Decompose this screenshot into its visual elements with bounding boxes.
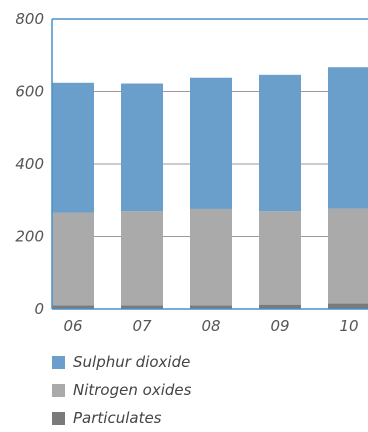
legend-swatch-particulates — [52, 411, 65, 425]
bar-nitrogen-oxides-10 — [328, 208, 368, 304]
y-tick-label-400: 400 — [15, 155, 44, 173]
x-tick-labels: 06 07 08 09 10 — [63, 317, 358, 335]
y-tick-labels: 0 200 400 600 800 — [15, 10, 44, 318]
legend-swatch-nitrogen-oxides — [52, 383, 65, 397]
bar-particulates-07 — [121, 305, 163, 309]
bar-sulphur-dioxide-06 — [52, 82, 94, 213]
legend-item-sulphur-dioxide: Sulphur dioxide — [52, 348, 191, 376]
legend-item-nitrogen-oxides: Nitrogen oxides — [52, 376, 191, 404]
bar-nitrogen-oxides-08 — [190, 208, 232, 306]
bar-particulates-08 — [190, 305, 232, 309]
bar-particulates-06 — [52, 305, 94, 309]
legend-label-nitrogen-oxides: Nitrogen oxides — [73, 381, 192, 399]
bar-nitrogen-oxides-07 — [121, 211, 163, 306]
x-tick-label-08: 08 — [201, 317, 220, 335]
bar-sulphur-dioxide-08 — [190, 77, 232, 209]
y-tick-label-800: 800 — [15, 10, 44, 28]
chart-area: 0 200 400 600 800 06 07 08 09 10 — [15, 10, 368, 335]
bar-nitrogen-oxides-06 — [52, 212, 94, 306]
bar-sulphur-dioxide-07 — [121, 83, 163, 212]
bar-particulates-09 — [259, 304, 301, 309]
bar-particulates-10 — [328, 303, 368, 309]
y-tick-label-200: 200 — [15, 228, 44, 246]
y-tick-label-0: 0 — [34, 300, 44, 318]
x-tick-label-09: 09 — [270, 317, 289, 335]
x-tick-label-07: 07 — [132, 317, 152, 335]
bar-sulphur-dioxide-09 — [259, 74, 301, 212]
bars — [52, 67, 368, 309]
x-tick-label-06: 06 — [63, 317, 82, 335]
legend-label-sulphur-dioxide: Sulphur dioxide — [73, 353, 191, 371]
bar-sulphur-dioxide-10 — [328, 67, 368, 209]
bar-nitrogen-oxides-09 — [259, 211, 301, 305]
y-tick-label-600: 600 — [15, 83, 44, 101]
legend-swatch-sulphur-dioxide — [52, 355, 65, 369]
legend-item-particulates: Particulates — [52, 404, 191, 432]
axes — [51, 18, 368, 310]
legend: Sulphur dioxide Nitrogen oxides Particul… — [52, 348, 191, 432]
legend-label-particulates: Particulates — [73, 409, 162, 427]
x-tick-label-10: 10 — [339, 317, 358, 335]
